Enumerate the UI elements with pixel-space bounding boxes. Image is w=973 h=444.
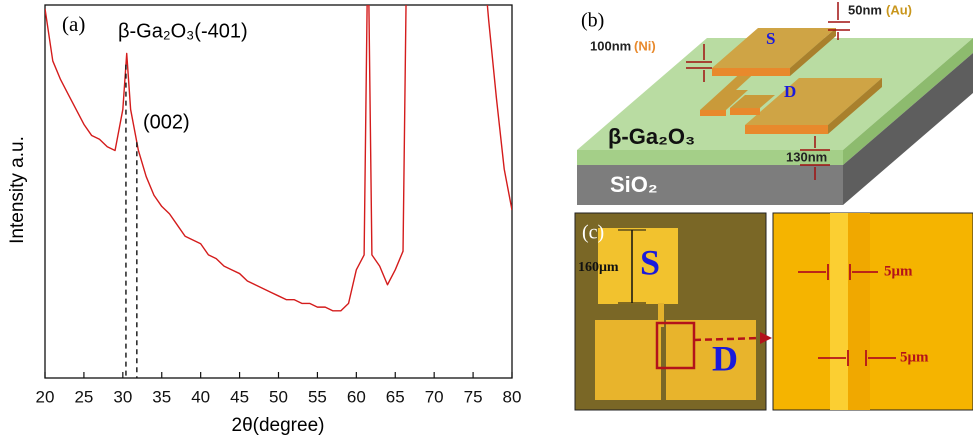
x-tick-label: 80 [503, 387, 522, 406]
electrode-label: D [712, 338, 738, 378]
x-tick-label: 70 [425, 387, 444, 406]
x-tick-label: 25 [74, 387, 93, 406]
y-axis-label: Intensity a.u. [7, 136, 28, 244]
device-schematic [577, 2, 973, 205]
zoom-arrow [693, 336, 763, 342]
channel-side [843, 38, 973, 165]
x-tick-label: 45 [230, 387, 249, 406]
x-tick-label: 50 [269, 387, 288, 406]
arrow-head [760, 332, 772, 344]
x-tick-label: 35 [152, 387, 171, 406]
electrode-edge [700, 110, 726, 116]
gap-label: 5μm [884, 263, 913, 279]
electrode-edge [712, 68, 790, 76]
x-tick-label: 60 [347, 387, 366, 406]
data-line [45, 5, 512, 312]
stem [658, 303, 664, 327]
channel-front [577, 150, 843, 165]
x-axis-label: 2θ(degree) [232, 415, 325, 436]
gap-label: 5μm [900, 349, 929, 365]
peak-label: β-Ga₂O₃(-401) [118, 20, 248, 42]
material-label: (Ni) [634, 38, 656, 53]
electrode [730, 95, 775, 108]
electrode [745, 78, 882, 125]
pad [595, 320, 661, 400]
x-tick-label: 40 [191, 387, 210, 406]
layer-label: β-Ga₂O₃ [608, 124, 695, 149]
panel-label: (c) [582, 222, 604, 244]
channel-top [577, 38, 973, 150]
material-label: (Au) [886, 2, 912, 17]
thickness-label: 50nm [848, 2, 882, 17]
panel-label: (b) [581, 10, 604, 32]
pad [598, 228, 678, 304]
layer-label: SiO₂ [610, 172, 658, 197]
pad [666, 320, 756, 400]
substrate-side [843, 53, 973, 205]
stripe [830, 213, 848, 410]
electrode-label: S [766, 29, 775, 48]
electrode [712, 28, 836, 68]
panel-label: (a) [62, 12, 85, 36]
electrode-label: S [640, 242, 660, 282]
x-tick-label: 55 [308, 387, 327, 406]
plot-frame [44, 4, 513, 379]
electrode [700, 90, 748, 110]
dimension-arrows [686, 2, 850, 180]
electrode-edge [730, 108, 760, 115]
thickness-label: 100nm [590, 38, 631, 53]
electrode-side [790, 28, 836, 76]
gap-arrows [798, 264, 896, 366]
electrode-edge [745, 125, 828, 134]
electrode-label: D [784, 82, 796, 101]
x-tick-label: 20 [36, 387, 55, 406]
substrate-front [577, 165, 843, 205]
zoom-box [655, 321, 696, 370]
plot-area [45, 5, 512, 378]
x-tick-label: 65 [386, 387, 405, 406]
stripe [848, 213, 870, 410]
x-tick-label: 30 [113, 387, 132, 406]
micrograph [574, 212, 973, 411]
peak-label: (002) [143, 111, 190, 133]
x-tick-label: 75 [464, 387, 483, 406]
dimension-label: 160μm [578, 260, 619, 275]
thickness-label: 130nm [786, 149, 827, 164]
electrode-side [828, 78, 882, 134]
micrograph-right [772, 212, 973, 411]
